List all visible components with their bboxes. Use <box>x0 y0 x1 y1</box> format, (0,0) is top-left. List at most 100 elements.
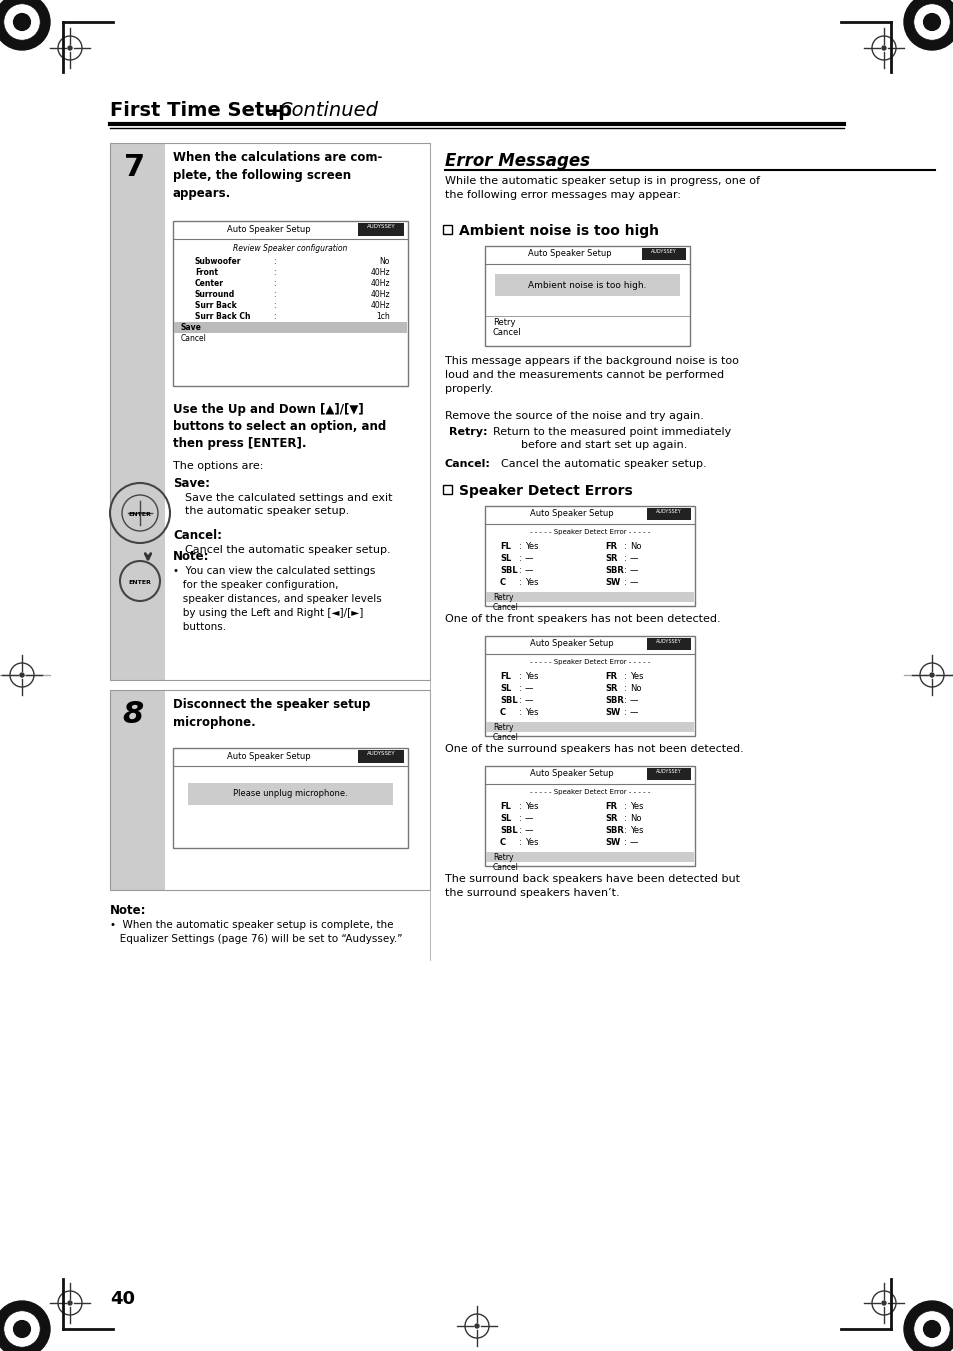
Text: FL: FL <box>499 671 511 681</box>
Text: Yes: Yes <box>629 802 643 811</box>
Text: :: : <box>518 542 521 551</box>
Text: Please unplug microphone.: Please unplug microphone. <box>233 789 348 798</box>
Text: 40Hz: 40Hz <box>370 267 390 277</box>
Text: :: : <box>518 838 521 847</box>
Text: :: : <box>518 671 521 681</box>
Circle shape <box>882 46 885 50</box>
Text: Error Messages: Error Messages <box>444 153 589 170</box>
Text: - - - - - Speaker Detect Error - - - - -: - - - - - Speaker Detect Error - - - - - <box>529 530 650 535</box>
Text: 40: 40 <box>110 1290 135 1308</box>
Text: —: — <box>629 838 638 847</box>
Bar <box>646 508 690 520</box>
Text: AUDYSSEY: AUDYSSEY <box>366 751 395 757</box>
Circle shape <box>475 1324 478 1328</box>
Text: :: : <box>518 684 521 693</box>
Bar <box>495 274 679 296</box>
Bar <box>484 507 695 607</box>
Text: Note:: Note: <box>110 904 147 917</box>
Text: One of the front speakers has not been detected.: One of the front speakers has not been d… <box>444 613 720 624</box>
Text: :: : <box>623 566 626 576</box>
Bar <box>484 246 689 346</box>
Circle shape <box>13 14 30 31</box>
Bar <box>485 592 693 603</box>
Bar <box>442 226 452 234</box>
Text: Yes: Yes <box>524 542 537 551</box>
Text: :: : <box>518 825 521 835</box>
Text: The surround back speakers have been detected but
the surround speakers haven’t.: The surround back speakers have been det… <box>444 874 740 898</box>
Text: Cancel the automatic speaker setup.: Cancel the automatic speaker setup. <box>185 544 390 555</box>
Bar <box>357 223 403 236</box>
Bar <box>484 766 695 866</box>
Text: Auto Speaker Setup: Auto Speaker Setup <box>227 226 310 234</box>
Bar <box>646 767 690 780</box>
Bar <box>188 784 393 805</box>
Text: —: — <box>629 554 638 563</box>
Text: Auto Speaker Setup: Auto Speaker Setup <box>530 509 613 517</box>
Text: SBR: SBR <box>604 825 623 835</box>
Circle shape <box>68 1301 71 1305</box>
Text: Cancel:: Cancel: <box>172 530 222 542</box>
Text: SL: SL <box>499 684 511 693</box>
Text: Speaker Detect Errors: Speaker Detect Errors <box>458 484 632 499</box>
Text: SW: SW <box>604 708 619 717</box>
Circle shape <box>20 673 24 677</box>
Text: —: — <box>524 566 533 576</box>
Text: SBR: SBR <box>604 696 623 705</box>
Text: Continued: Continued <box>277 101 377 120</box>
Text: SBR: SBR <box>604 566 623 576</box>
Text: :: : <box>623 684 626 693</box>
Text: SW: SW <box>604 578 619 586</box>
Text: FR: FR <box>604 802 617 811</box>
Text: :: : <box>518 566 521 576</box>
Text: Yes: Yes <box>524 838 537 847</box>
Text: Surr Back: Surr Back <box>194 301 236 309</box>
Bar <box>646 638 690 650</box>
Text: When the calculations are com-
plete, the following screen
appears.: When the calculations are com- plete, th… <box>172 151 382 200</box>
Circle shape <box>68 46 71 50</box>
Text: Yes: Yes <box>524 671 537 681</box>
Text: Cancel: Cancel <box>493 863 518 871</box>
Text: No: No <box>629 815 640 823</box>
Bar <box>110 690 430 890</box>
Text: Cancel:: Cancel: <box>444 459 491 469</box>
Text: C: C <box>499 578 506 586</box>
Text: ENTER: ENTER <box>129 581 152 585</box>
Text: Review Speaker configuration: Review Speaker configuration <box>233 245 347 253</box>
Text: :: : <box>518 696 521 705</box>
Text: Cancel: Cancel <box>493 734 518 742</box>
Text: —: — <box>629 696 638 705</box>
Text: Retry:: Retry: <box>449 427 487 436</box>
Circle shape <box>929 673 933 677</box>
Text: :: : <box>518 802 521 811</box>
Text: —: — <box>524 815 533 823</box>
Text: :: : <box>273 267 275 277</box>
Text: 40Hz: 40Hz <box>370 301 390 309</box>
Text: :: : <box>273 301 275 309</box>
Text: AUDYSSEY: AUDYSSEY <box>651 249 677 254</box>
Text: SBL: SBL <box>499 696 517 705</box>
Circle shape <box>4 1310 40 1347</box>
Text: :: : <box>623 815 626 823</box>
Text: Auto Speaker Setup: Auto Speaker Setup <box>530 769 613 778</box>
Text: —: — <box>629 578 638 586</box>
Circle shape <box>923 1320 940 1337</box>
Bar <box>641 249 685 259</box>
Text: —: — <box>629 566 638 576</box>
Text: This message appears if the background noise is too
loud and the measurements ca: This message appears if the background n… <box>444 357 739 394</box>
Text: —: — <box>524 554 533 563</box>
Text: Retry: Retry <box>493 317 515 327</box>
Text: Retry: Retry <box>493 723 513 732</box>
Text: SR: SR <box>604 684 617 693</box>
Bar <box>110 143 430 680</box>
Text: While the automatic speaker setup is in progress, one of
the following error mes: While the automatic speaker setup is in … <box>444 176 760 200</box>
Text: AUDYSSEY: AUDYSSEY <box>656 639 681 644</box>
Circle shape <box>4 4 40 41</box>
Text: :: : <box>623 578 626 586</box>
Circle shape <box>882 1301 885 1305</box>
Text: 40Hz: 40Hz <box>370 290 390 299</box>
Bar <box>484 636 695 736</box>
Text: FR: FR <box>604 671 617 681</box>
Text: Retry: Retry <box>493 593 513 603</box>
Circle shape <box>913 4 949 41</box>
Text: Cancel: Cancel <box>181 334 207 343</box>
